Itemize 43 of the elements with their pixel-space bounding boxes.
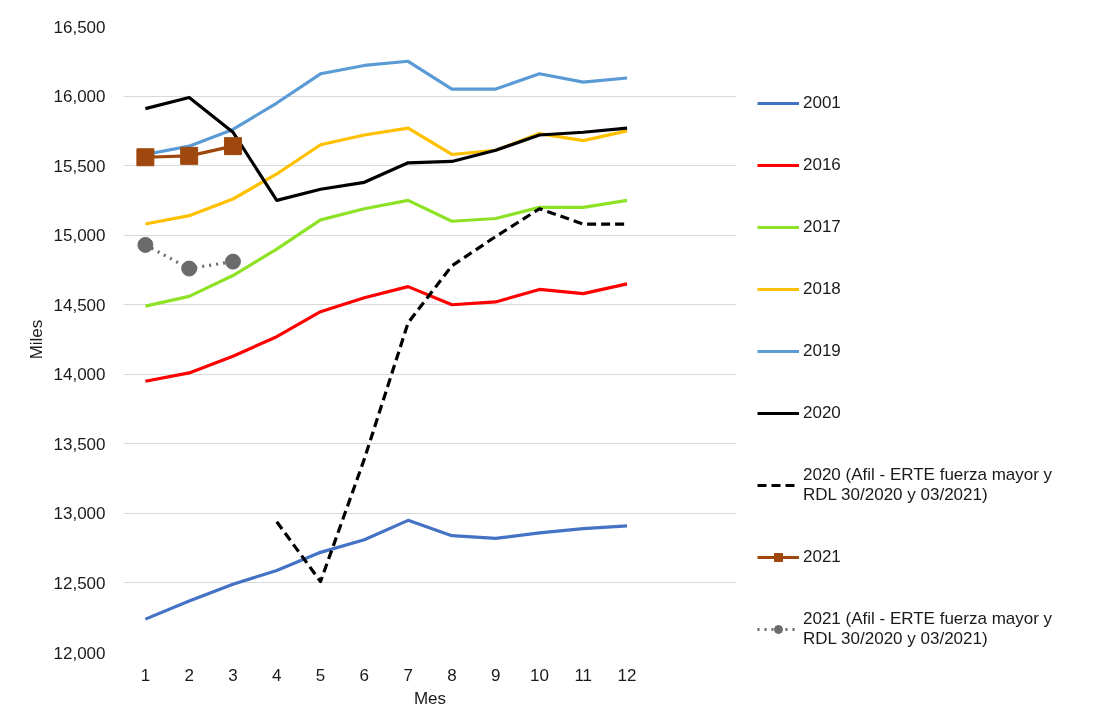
point (137, 236, 154, 253)
line-series (143, 518, 629, 621)
y-tick-label: 13,500 (53, 434, 106, 454)
x-tick-label: 11 (574, 665, 593, 685)
y-tick-label: 14,000 (53, 365, 106, 385)
x-tick-label: 4 (272, 665, 282, 685)
point (136, 148, 155, 167)
y-tick-label: 16,500 (53, 17, 106, 37)
y-tick-label: 15,000 (53, 226, 106, 246)
legend-label: 2001 (803, 93, 841, 113)
x-axis-title: Mes (413, 688, 447, 708)
legend-label: 2016 (803, 155, 841, 175)
x-tick-label: 12 (617, 665, 637, 685)
legend-label: 2018 (803, 279, 841, 299)
x-tick-label: 2 (184, 665, 194, 685)
x-tick-label: 10 (530, 665, 549, 685)
y-tick-label: 13,000 (53, 504, 106, 524)
line-series (143, 95, 629, 202)
x-tick-label: 8 (447, 665, 457, 685)
point (223, 137, 242, 156)
y-tick-label: 16,000 (53, 87, 106, 107)
y-tick-label: 12,500 (53, 573, 106, 593)
y-axis-title: Miles (26, 319, 46, 360)
x-tick-label: 5 (315, 665, 326, 685)
legend-label: 2020 (Afil - ERTE fuerza mayor y RDL 30/2020 y 03/2021) (803, 465, 1053, 505)
legend-label: 2020 (803, 403, 841, 423)
x-tick-label: 3 (228, 665, 238, 685)
y-tick-label: 12,000 (53, 643, 106, 663)
point (181, 260, 198, 277)
x-tick-label: 7 (403, 665, 413, 685)
point (180, 146, 199, 165)
legend-label: 2019 (803, 341, 841, 361)
y-tick-label: 14,500 (53, 295, 106, 315)
legend-label: 2021 (Afil - ERTE fuerza mayor y RDL 30/2020 y 03/2021) (803, 609, 1053, 649)
line-series (143, 282, 629, 383)
x-tick-label: 1 (140, 665, 151, 685)
x-tick-label: 6 (359, 665, 370, 685)
point (224, 253, 241, 270)
y-tick-label: 15,500 (53, 156, 106, 176)
line-series (143, 198, 629, 308)
legend-label: 2017 (803, 217, 841, 237)
legend-label: 2021 (803, 547, 841, 567)
x-tick-label: 9 (490, 665, 501, 685)
